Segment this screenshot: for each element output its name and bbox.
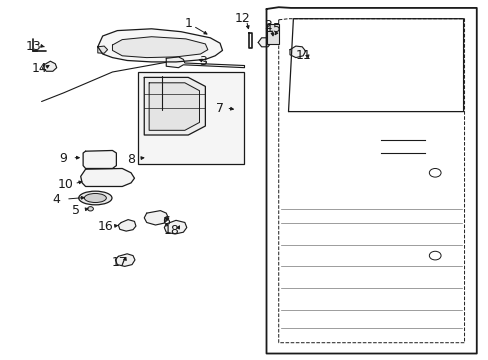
Text: 1: 1 <box>184 17 192 30</box>
Polygon shape <box>149 83 199 130</box>
Text: 6: 6 <box>162 215 170 228</box>
Text: 9: 9 <box>60 152 67 165</box>
Text: 4: 4 <box>52 193 60 206</box>
Text: 14: 14 <box>31 62 47 75</box>
Text: 8: 8 <box>127 153 135 166</box>
Text: 12: 12 <box>234 12 249 24</box>
Bar <box>266 24 278 44</box>
Text: 11: 11 <box>295 49 310 62</box>
Ellipse shape <box>87 207 93 211</box>
Text: 7: 7 <box>216 102 224 114</box>
Text: 15: 15 <box>265 22 281 35</box>
Text: 16: 16 <box>97 220 113 233</box>
Bar <box>138 72 244 164</box>
Polygon shape <box>144 77 205 135</box>
Polygon shape <box>144 211 168 225</box>
Text: 5: 5 <box>72 204 80 217</box>
Ellipse shape <box>84 194 106 202</box>
Polygon shape <box>258 38 271 47</box>
Polygon shape <box>83 150 116 168</box>
Polygon shape <box>164 220 186 234</box>
Polygon shape <box>118 220 136 231</box>
Polygon shape <box>81 168 134 186</box>
Text: 10: 10 <box>58 178 74 191</box>
Text: 13: 13 <box>25 40 41 53</box>
Polygon shape <box>98 46 107 53</box>
Polygon shape <box>289 46 305 58</box>
Text: 2: 2 <box>264 19 271 32</box>
Polygon shape <box>115 254 135 266</box>
Text: 18: 18 <box>163 224 179 237</box>
Polygon shape <box>166 57 244 68</box>
Ellipse shape <box>79 191 112 205</box>
Polygon shape <box>112 37 207 58</box>
Text: 17: 17 <box>112 256 127 269</box>
Text: 3: 3 <box>199 55 206 68</box>
Polygon shape <box>42 61 57 71</box>
Polygon shape <box>98 29 222 62</box>
